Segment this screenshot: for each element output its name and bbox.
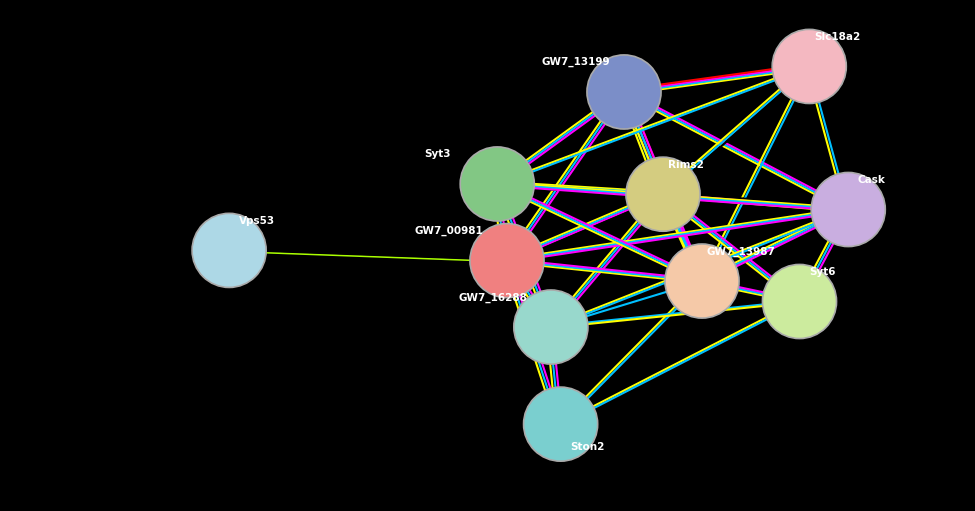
- Text: Rims2: Rims2: [668, 159, 704, 170]
- Text: GW7_16288: GW7_16288: [458, 292, 527, 303]
- Ellipse shape: [811, 172, 885, 247]
- Text: Vps53: Vps53: [239, 216, 275, 226]
- Ellipse shape: [192, 213, 266, 288]
- Ellipse shape: [762, 264, 837, 339]
- Text: GW7_00981: GW7_00981: [414, 226, 484, 236]
- Text: Syt3: Syt3: [424, 149, 450, 159]
- Text: GW7_13987: GW7_13987: [707, 246, 776, 257]
- Ellipse shape: [665, 244, 739, 318]
- Ellipse shape: [514, 290, 588, 364]
- Ellipse shape: [772, 29, 846, 104]
- Ellipse shape: [626, 157, 700, 231]
- Text: Slc18a2: Slc18a2: [814, 32, 860, 42]
- Text: Ston2: Ston2: [570, 442, 604, 452]
- Text: Cask: Cask: [858, 175, 886, 185]
- Ellipse shape: [460, 147, 534, 221]
- Text: Syt6: Syt6: [809, 267, 836, 277]
- Ellipse shape: [524, 387, 598, 461]
- Ellipse shape: [587, 55, 661, 129]
- Ellipse shape: [470, 223, 544, 298]
- Text: GW7_13199: GW7_13199: [541, 57, 609, 67]
